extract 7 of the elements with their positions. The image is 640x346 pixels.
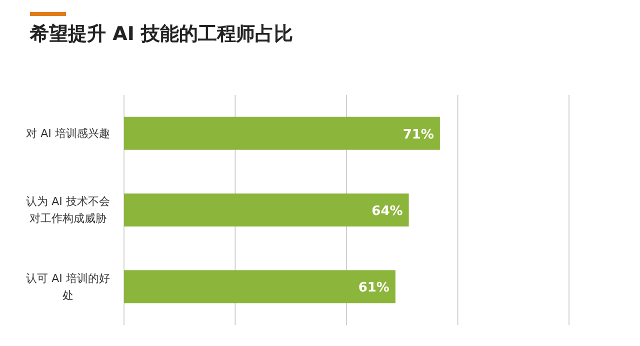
- data-label: 61%: [358, 280, 390, 296]
- chart-title: 希望提升 AI 技能的工程师占比: [30, 22, 294, 46]
- y-tick-label: 认为 AI 技术不会对工作构成威胁: [26, 194, 110, 227]
- data-label: 64%: [372, 204, 403, 219]
- y-tick-label: 对 AI 培训感兴趣: [26, 126, 110, 142]
- data-label: 71%: [402, 127, 434, 142]
- y-tick-label: 认可 AI 培训的好处: [26, 270, 110, 304]
